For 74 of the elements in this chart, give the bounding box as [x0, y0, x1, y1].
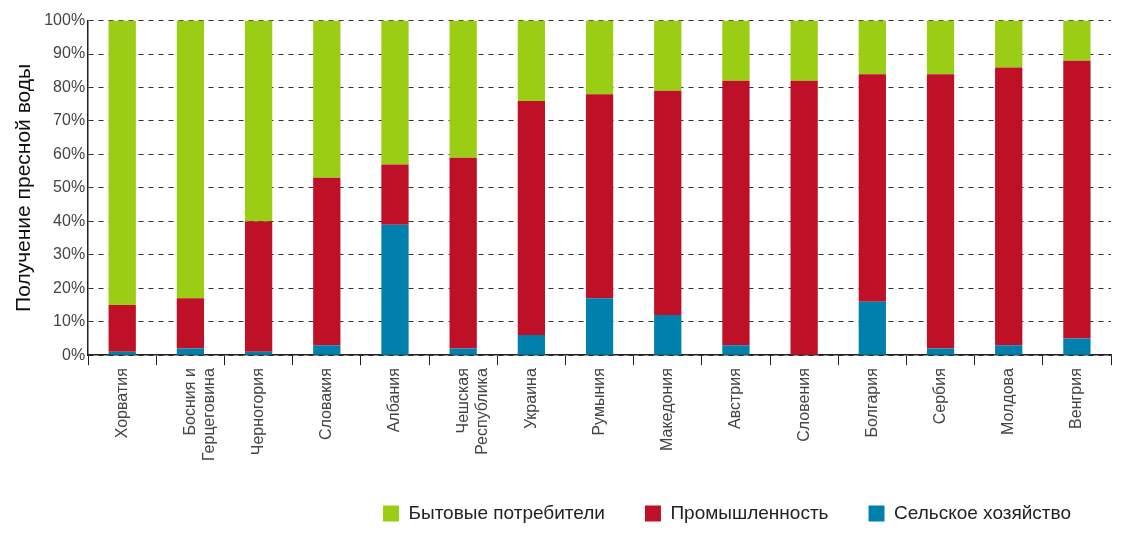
y-tick-label: 40%	[53, 211, 86, 229]
y-tick-label: 100%	[44, 11, 86, 29]
bar	[1063, 20, 1091, 61]
bar	[1063, 338, 1091, 355]
bar	[585, 94, 614, 299]
bar	[449, 157, 477, 349]
bar	[244, 20, 273, 222]
y-tick-label: 90%	[53, 44, 86, 62]
y-tick-label: 0%	[62, 345, 86, 363]
x-tick-label: Болгария	[862, 368, 880, 438]
x-tick-label: Чешская Республика	[453, 368, 490, 455]
bar	[176, 20, 205, 299]
bar	[381, 20, 409, 165]
bar	[926, 348, 955, 355]
bar	[722, 80, 750, 346]
bar	[654, 20, 682, 91]
bar	[517, 20, 546, 101]
y-tick-label: 30%	[53, 245, 86, 263]
x-tick-label: Албания	[385, 368, 403, 433]
bar	[449, 20, 477, 158]
bar	[381, 164, 409, 225]
bar	[858, 301, 886, 355]
x-tick-label: Сербия	[930, 368, 948, 425]
bar	[313, 345, 341, 355]
bar	[858, 74, 886, 302]
bar	[722, 20, 750, 81]
x-tick-label: Македония	[658, 368, 676, 451]
bar	[176, 348, 205, 355]
bar	[654, 315, 682, 355]
x-tick-label: Украина	[521, 368, 539, 430]
bar	[517, 100, 546, 336]
x-tick-label: Хорватия	[112, 368, 130, 439]
bar	[790, 80, 818, 355]
bar	[790, 20, 818, 81]
x-tick-label: Молдова	[999, 368, 1017, 436]
y-tick-label: 80%	[53, 77, 86, 95]
bar	[995, 67, 1023, 346]
y-tick-label: 60%	[53, 144, 86, 162]
bar	[654, 90, 682, 316]
bar	[517, 335, 546, 355]
y-tick-label: 70%	[53, 111, 86, 129]
y-axis-title: Получение пресной воды	[11, 63, 35, 312]
legend-label: Бытовые потребители	[408, 501, 605, 523]
x-tick-label: Словения	[794, 368, 812, 442]
bar	[585, 298, 614, 355]
legend-label: Промышленность	[670, 501, 829, 523]
x-tick-label: Словакия	[317, 368, 335, 440]
legend-label: Сельское хозяйство	[894, 501, 1071, 523]
x-tick-label: Черногория	[249, 368, 267, 456]
x-tick-label: Австрия	[726, 368, 744, 429]
bar	[995, 345, 1023, 355]
bar	[722, 345, 750, 355]
bar	[313, 20, 341, 178]
bar	[1063, 60, 1091, 339]
x-tick-label: Босния и Герцеговина	[180, 368, 218, 461]
bar	[926, 74, 955, 349]
bar	[926, 20, 955, 75]
y-tick-label: 50%	[53, 178, 86, 196]
bar	[108, 351, 136, 355]
bar	[449, 348, 477, 355]
bar	[858, 20, 886, 75]
bar	[381, 224, 409, 355]
bar	[244, 221, 273, 352]
x-tick-label: Венгрия	[1067, 368, 1085, 429]
bar	[995, 20, 1023, 68]
bar	[108, 20, 136, 305]
bar	[585, 20, 614, 95]
y-tick-label: 10%	[53, 312, 86, 330]
bar	[176, 298, 205, 349]
y-tick-label: 20%	[53, 278, 86, 296]
bar	[244, 351, 273, 355]
bar	[108, 304, 136, 352]
bar	[313, 177, 341, 346]
x-tick-label: Румыния	[589, 368, 607, 436]
